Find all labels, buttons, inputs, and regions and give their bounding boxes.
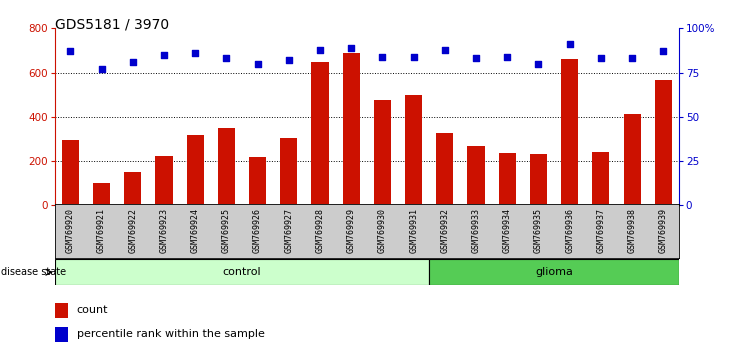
Point (314, 47, 326, 52)
Text: GSM769935: GSM769935 (534, 208, 543, 253)
Text: GSM769926: GSM769926 (253, 208, 262, 253)
Bar (437, 133, 453, 205)
Point (64, 48, 76, 54)
Text: GSM769937: GSM769937 (596, 208, 605, 253)
Bar (55, 303, 69, 318)
Bar (655, 80, 672, 205)
Point (158, 52, 170, 58)
Bar (374, 100, 391, 205)
Point (252, 61, 264, 67)
Text: GSM769931: GSM769931 (409, 208, 418, 253)
Point (626, 56, 638, 61)
Bar (55, 259, 429, 285)
Point (189, 50, 201, 56)
Bar (342, 53, 360, 205)
Point (470, 56, 482, 61)
Point (220, 56, 232, 61)
Bar (124, 172, 142, 205)
Point (408, 54, 420, 59)
Text: GSM769920: GSM769920 (66, 208, 75, 253)
Text: GSM769936: GSM769936 (565, 208, 575, 253)
Text: percentile rank within the sample: percentile rank within the sample (77, 330, 264, 339)
Text: count: count (77, 305, 108, 315)
Text: GSM769924: GSM769924 (191, 208, 200, 253)
Bar (249, 156, 266, 205)
Point (564, 41, 575, 47)
Text: glioma: glioma (535, 267, 573, 277)
Point (595, 56, 607, 61)
Text: GSM769934: GSM769934 (503, 208, 512, 253)
Text: disease state: disease state (1, 267, 66, 276)
Point (283, 57, 295, 63)
Point (658, 48, 669, 54)
Text: GSM769938: GSM769938 (628, 208, 637, 253)
Bar (592, 152, 610, 205)
Bar (155, 155, 172, 205)
Text: GSM769923: GSM769923 (159, 208, 169, 253)
Bar (218, 128, 235, 205)
Text: control: control (223, 267, 261, 277)
Text: GSM769933: GSM769933 (472, 208, 480, 253)
Bar (93, 183, 110, 205)
Bar (62, 140, 79, 205)
Text: GSM769929: GSM769929 (347, 208, 356, 253)
Bar (280, 138, 297, 205)
Bar (429, 259, 679, 285)
Text: GSM769925: GSM769925 (222, 208, 231, 253)
Bar (530, 154, 547, 205)
Text: GSM769939: GSM769939 (658, 208, 668, 253)
Text: GSM769922: GSM769922 (128, 208, 137, 253)
Point (533, 61, 545, 67)
Text: GSM769921: GSM769921 (97, 208, 106, 253)
Text: GSM769927: GSM769927 (284, 208, 293, 253)
Text: GDS5181 / 3970: GDS5181 / 3970 (55, 18, 169, 32)
Bar (55, 327, 69, 342)
Bar (312, 62, 328, 205)
Bar (467, 145, 485, 205)
Text: GSM769928: GSM769928 (315, 208, 325, 253)
Point (127, 59, 139, 65)
Bar (499, 153, 516, 205)
Bar (623, 114, 641, 205)
Point (439, 47, 450, 52)
Bar (405, 95, 422, 205)
Point (377, 54, 388, 59)
Bar (561, 59, 578, 205)
Point (502, 54, 513, 59)
Text: GSM769932: GSM769932 (440, 208, 450, 253)
Point (345, 45, 357, 51)
Point (96, 66, 107, 72)
Bar (187, 135, 204, 205)
Text: GSM769930: GSM769930 (378, 208, 387, 253)
